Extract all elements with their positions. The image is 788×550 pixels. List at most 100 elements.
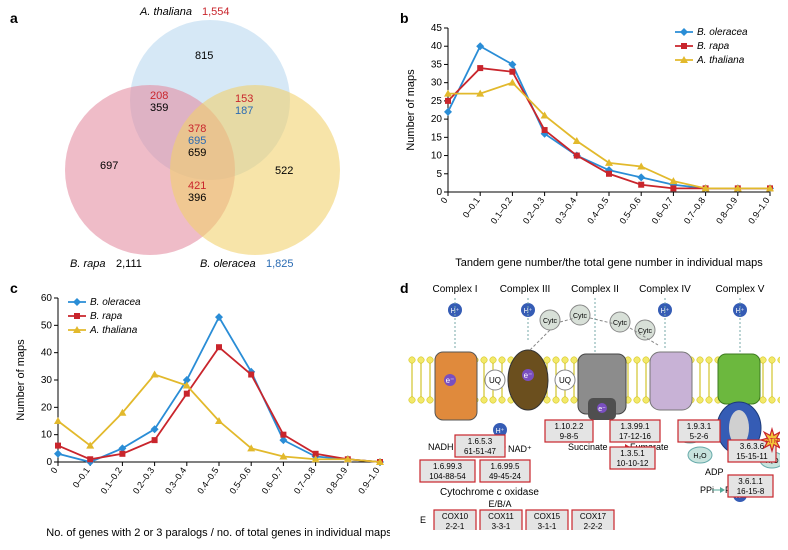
svg-text:UQ: UQ [489,376,501,385]
svg-text:104-88-54: 104-88-54 [429,472,466,481]
venn-left-only: 697 [100,160,118,172]
svg-text:0.4–0.5: 0.4–0.5 [195,465,220,495]
svg-text:Complex V: Complex V [716,284,765,295]
svg-text:Complex III: Complex III [500,284,551,295]
svg-text:5-2-6: 5-2-6 [690,432,709,441]
svg-text:3.6.1.1: 3.6.1.1 [738,477,763,486]
svg-text:Number of maps: Number of maps [15,339,27,421]
svg-text:B. oleracea: B. oleracea [90,297,141,308]
chart-b: 05101520253035404500–0.10.1–0.20.2–0.30.… [400,10,780,270]
svg-text:0: 0 [49,465,60,475]
panel-b: b 05101520253035404500–0.10.1–0.20.2–0.3… [400,10,780,270]
svg-text:e⁻: e⁻ [598,406,606,413]
svg-text:Cytc: Cytc [613,320,628,327]
svg-text:NADH: NADH [428,442,454,452]
venn-left-count: 2,111 [116,258,142,270]
svg-text:e⁻: e⁻ [446,376,455,385]
venn-tr-red: 153 [235,93,253,105]
svg-text:0.5–0.6: 0.5–0.6 [227,465,252,495]
svg-text:35: 35 [431,59,443,70]
svg-text:5: 5 [436,169,442,180]
svg-text:17-12-16: 17-12-16 [619,432,652,441]
svg-text:COX15: COX15 [534,512,561,521]
venn-diagram: A. thaliana 1,554 815 697 522 208 359 15… [10,10,370,270]
venn-tl-red: 208 [150,90,168,102]
svg-text:COX10: COX10 [442,512,469,521]
svg-text:Cytochrome c oxidase: Cytochrome c oxidase [440,487,539,498]
svg-text:Complex I: Complex I [432,284,477,295]
venn-top-count: 1,554 [202,6,230,18]
svg-text:30: 30 [431,78,443,89]
svg-text:0.9–1.0: 0.9–1.0 [356,465,381,495]
svg-text:15-15-11: 15-15-11 [736,452,768,461]
svg-text:3-1-1: 3-1-1 [538,522,557,530]
svg-text:0.3–0.4: 0.3–0.4 [553,195,578,225]
svg-text:16-15-8: 16-15-8 [737,487,765,496]
venn-right-only: 522 [275,165,293,177]
svg-text:25: 25 [431,96,443,107]
svg-text:B. rapa: B. rapa [697,41,730,52]
svg-text:0.7–0.8: 0.7–0.8 [292,465,317,495]
svg-text:Complex IV: Complex IV [639,284,691,295]
venn-lr-red: 421 [188,180,206,192]
svg-text:3-3-1: 3-3-1 [492,522,511,530]
membrane-svg: Complex I Complex III Complex II Complex IV… [400,280,780,530]
svg-text:0.3–0.4: 0.3–0.4 [163,465,188,495]
svg-text:1.6.99.5: 1.6.99.5 [491,462,520,471]
venn-lr-black: 396 [188,192,206,204]
venn-tl-black: 359 [150,102,168,114]
panel-d: d Complex IComplex IIIComplex IIComplex … [400,280,780,540]
svg-text:UQ: UQ [559,376,571,385]
svg-text:0.2–0.3: 0.2–0.3 [131,465,156,495]
svg-text:0.7–0.8: 0.7–0.8 [682,195,707,225]
panel-a: a A. thaliana 1,554 815 697 522 208 359 … [10,10,390,270]
svg-text:1.3.99.1: 1.3.99.1 [621,422,650,431]
svg-text:PPi: PPi [700,485,714,495]
svg-text:E: E [420,515,426,525]
svg-text:1.3.5.1: 1.3.5.1 [620,449,645,458]
svg-text:Complex II: Complex II [571,284,619,295]
venn-top-only: 815 [195,50,213,62]
svg-text:H⁺: H⁺ [496,428,505,435]
svg-text:40: 40 [41,348,53,359]
svg-text:0.1–0.2: 0.1–0.2 [99,465,124,495]
svg-text:0.8–0.9: 0.8–0.9 [714,195,739,225]
svg-text:0: 0 [439,195,450,205]
svg-text:A. thaliana: A. thaliana [696,55,745,66]
svg-text:60: 60 [41,293,53,304]
svg-text:0.1–0.2: 0.1–0.2 [489,195,514,225]
svg-text:10: 10 [431,151,443,162]
svg-text:1.9.3.1: 1.9.3.1 [687,422,712,431]
svg-text:20: 20 [431,114,443,125]
membrane-diagram: Complex I Complex III Complex II Complex IV… [400,280,780,530]
venn-center-red: 378 [188,123,206,135]
svg-text:2-2-1: 2-2-1 [446,522,465,530]
svg-text:0.5–0.6: 0.5–0.6 [617,195,642,225]
svg-text:B. rapa: B. rapa [90,311,123,322]
svg-text:45: 45 [431,23,443,34]
svg-text:1.10.2.2: 1.10.2.2 [555,422,584,431]
venn-tr-blue: 187 [235,105,253,117]
venn-top-species: A. thaliana [140,6,192,18]
svg-text:0–0.1: 0–0.1 [461,195,482,219]
svg-text:0.6–0.7: 0.6–0.7 [650,195,675,225]
svg-text:0.8–0.9: 0.8–0.9 [324,465,349,495]
svg-text:0.2–0.3: 0.2–0.3 [521,195,546,225]
chart-c: 010203040506000–0.10.1–0.20.2–0.30.3–0.4… [10,280,390,540]
svg-text:10: 10 [41,430,53,441]
svg-text:0–0.1: 0–0.1 [71,465,92,489]
svg-text:Cytc: Cytc [573,313,588,320]
svg-text:0.6–0.7: 0.6–0.7 [260,465,285,495]
svg-text:Cytc: Cytc [543,318,558,325]
svg-text:61-51-47: 61-51-47 [464,447,497,456]
svg-text:COX17: COX17 [580,512,607,521]
svg-text:NAD⁺: NAD⁺ [508,444,532,454]
svg-text:Number of maps: Number of maps [405,69,417,151]
svg-text:E/B/A: E/B/A [488,499,511,509]
svg-text:A. thaliana: A. thaliana [89,325,138,336]
svg-text:50: 50 [41,320,53,331]
venn-circle-right [170,85,340,255]
svg-text:ATP: ATP [765,438,778,445]
venn-center-black: 659 [188,147,206,159]
svg-text:1.6.99.3: 1.6.99.3 [433,462,462,471]
